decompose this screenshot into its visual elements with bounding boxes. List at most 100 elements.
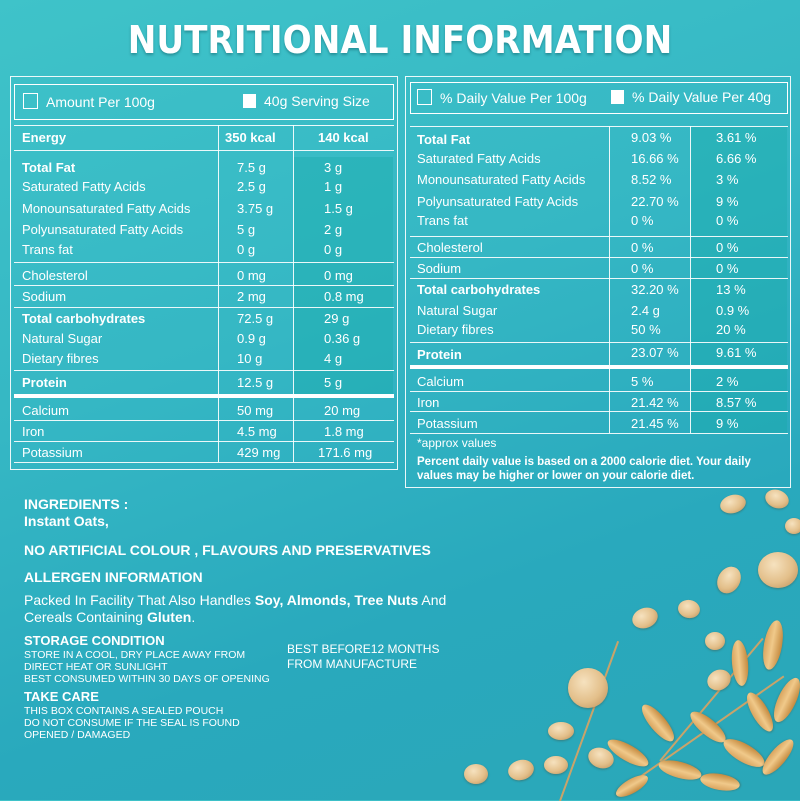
right-row-label: Calcium xyxy=(417,374,464,389)
oat-flake xyxy=(762,486,792,512)
left-row-v2: 0.8 mg xyxy=(324,289,364,304)
divider xyxy=(14,370,394,371)
right-row-v1: 32.20 % xyxy=(631,282,679,297)
left-table-header: Amount Per 100g 40g Serving Size xyxy=(14,84,394,120)
right-row-v2: 9 % xyxy=(716,416,739,431)
left-row-v1: 5 g xyxy=(237,222,256,237)
left-table-border xyxy=(10,76,398,470)
right-row-v1: 16.66 % xyxy=(631,151,679,166)
right-row-label: Potassium xyxy=(417,416,478,431)
wheat-grain xyxy=(656,756,704,784)
right-row-label: Monounsaturated Fatty Acids xyxy=(417,172,586,187)
divider-thick xyxy=(14,394,394,398)
checkbox-empty-icon xyxy=(417,89,432,105)
right-table-shade xyxy=(690,126,787,434)
right-row-v1: 21.45 % xyxy=(631,416,679,431)
oat-flake xyxy=(785,518,800,534)
wheat-grain xyxy=(612,770,652,801)
right-row-v2: 0 % xyxy=(716,240,739,255)
left-row-v2: 1.5 g xyxy=(324,201,353,216)
right-row-v1: 0 % xyxy=(631,240,654,255)
allergen-heading: ALLERGEN INFORMATION xyxy=(24,569,203,585)
oat-flake xyxy=(505,756,537,784)
right-row-label: Iron xyxy=(417,395,440,410)
right-row-label: Dietary fibres xyxy=(417,322,494,337)
left-row-v1: 7.5 g xyxy=(237,160,266,175)
daily-value-footnote: Percent daily value is based on a 2000 c… xyxy=(417,456,751,468)
right-row-v2: 9 % xyxy=(716,194,739,209)
daily-value-40g-header: % Daily Value Per 40g xyxy=(611,89,771,105)
column-divider xyxy=(690,126,691,433)
left-row-v1: 350 kcal xyxy=(225,130,276,145)
left-row-v1: 429 mg xyxy=(237,445,281,460)
right-row-v2: 2 % xyxy=(716,374,739,389)
right-row-v2: 0 % xyxy=(716,213,739,228)
oat-flake xyxy=(712,562,746,598)
right-row-v1: 22.70 % xyxy=(631,194,679,209)
left-row-label: Monounsaturated Fatty Acids xyxy=(22,201,191,216)
right-row-label: Total carbohydrates xyxy=(417,282,541,297)
divider xyxy=(410,342,788,343)
left-row-label: Energy xyxy=(22,130,67,145)
right-row-label: Trans fat xyxy=(417,213,468,228)
left-row-v2: 4 g xyxy=(324,351,343,366)
oat-flake xyxy=(703,665,735,695)
wheat-grain xyxy=(742,688,778,736)
right-row-v2: 6.66 % xyxy=(716,151,757,166)
oat-flake xyxy=(548,722,574,740)
storage-line: STORE IN A COOL, DRY PLACE AWAY FROM xyxy=(24,649,246,661)
left-row-v1: 50 mg xyxy=(237,403,274,418)
left-row-label: Saturated Fatty Acids xyxy=(22,179,146,194)
divider xyxy=(14,262,394,263)
right-row-v2: 9.61 % xyxy=(716,345,757,360)
right-row-v2: 20 % xyxy=(716,322,746,337)
oat-flake xyxy=(464,764,488,784)
take-care-line: OPENED / DAMAGED xyxy=(24,729,131,741)
left-row-v2: 29 g xyxy=(324,311,350,326)
left-row-v1: 12.5 g xyxy=(237,375,274,390)
checkbox-filled-icon xyxy=(611,90,624,104)
oat-flake xyxy=(718,491,748,517)
left-row-label: Sodium xyxy=(22,289,67,304)
right-row-v1: 5 % xyxy=(631,374,654,389)
right-row-v1: 21.42 % xyxy=(631,395,679,410)
wheat-grain xyxy=(759,618,787,672)
right-row-v1: 8.52 % xyxy=(631,172,672,187)
oat-flake xyxy=(544,756,568,774)
left-row-v1: 0 g xyxy=(237,242,256,257)
left-row-v1: 10 g xyxy=(237,351,263,366)
right-row-v1: 9.03 % xyxy=(631,130,672,145)
right-row-label: Polyunsaturated Fatty Acids xyxy=(417,194,579,209)
right-row-label: Cholesterol xyxy=(417,240,483,255)
left-row-v2: 0 g xyxy=(324,242,343,257)
right-row-v2: 8.57 % xyxy=(716,395,757,410)
divider xyxy=(14,441,394,442)
serving-size-header: 40g Serving Size xyxy=(243,93,370,109)
left-row-v1: 0 mg xyxy=(237,268,266,283)
oat-flake xyxy=(629,604,661,632)
wheat-grain xyxy=(698,770,742,794)
left-row-v2: 140 kcal xyxy=(318,130,369,145)
divider xyxy=(410,236,788,237)
take-care-line: THIS BOX CONTAINS A SEALED POUCH xyxy=(24,705,224,717)
left-row-v2: 20 mg xyxy=(324,403,361,418)
ingredients-value: Instant Oats, xyxy=(24,513,109,529)
left-row-v2: 0.36 g xyxy=(324,331,361,346)
left-table-shade xyxy=(293,157,393,397)
left-row-v1: 3.75 g xyxy=(237,201,274,216)
divider xyxy=(14,285,394,286)
left-row-label: Dietary fibres xyxy=(22,351,99,366)
right-table-border xyxy=(405,76,791,488)
daily-value-100g-header: % Daily Value Per 100g xyxy=(417,89,587,106)
oat-cluster xyxy=(758,552,798,588)
divider-thick xyxy=(410,365,788,369)
right-row-v1: 50 % xyxy=(631,322,661,337)
wheat-grain xyxy=(719,733,769,773)
divider xyxy=(410,126,788,127)
divider xyxy=(410,391,788,392)
divider xyxy=(14,125,394,126)
left-row-label: Calcium xyxy=(22,403,69,418)
oat-flake xyxy=(676,598,702,620)
divider xyxy=(410,433,788,434)
take-care-heading: TAKE CARE xyxy=(24,689,99,704)
